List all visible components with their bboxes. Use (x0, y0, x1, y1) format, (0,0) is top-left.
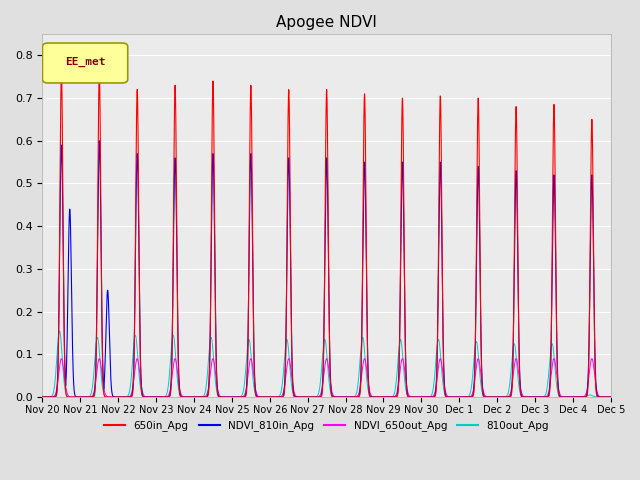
Text: EE_met: EE_met (65, 57, 106, 67)
FancyBboxPatch shape (42, 43, 128, 83)
Title: Apogee NDVI: Apogee NDVI (276, 15, 377, 30)
Legend: 650in_Apg, NDVI_810in_Apg, NDVI_650out_Apg, 810out_Apg: 650in_Apg, NDVI_810in_Apg, NDVI_650out_A… (100, 416, 553, 435)
